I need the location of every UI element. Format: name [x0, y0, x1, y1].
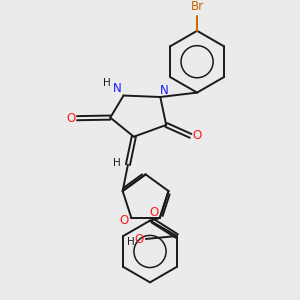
Text: H: H: [113, 158, 121, 168]
Text: O: O: [149, 206, 159, 219]
Text: O: O: [119, 214, 129, 227]
Text: O: O: [135, 233, 144, 246]
Text: O: O: [192, 129, 202, 142]
Text: H: H: [127, 237, 134, 247]
Text: O: O: [66, 112, 75, 125]
Text: N: N: [113, 82, 122, 95]
Text: Br: Br: [191, 0, 204, 13]
Text: H: H: [103, 78, 111, 88]
Text: N: N: [160, 84, 169, 97]
